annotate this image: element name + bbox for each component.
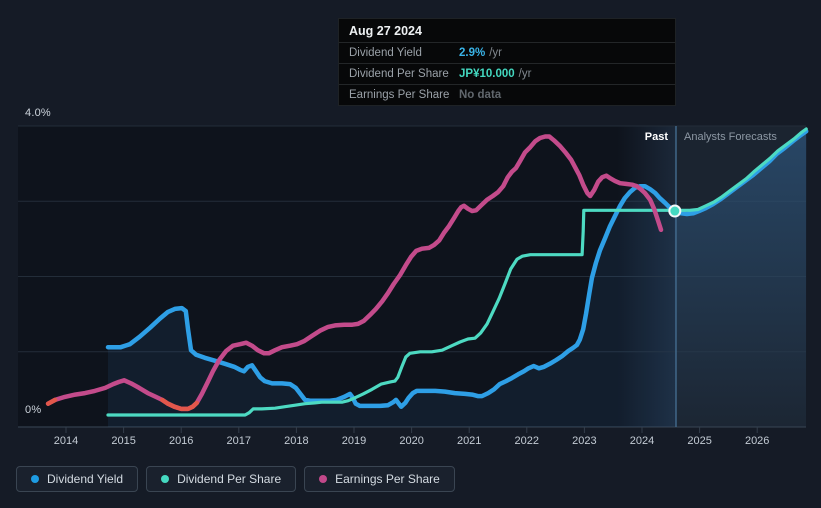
tooltip-row-dividend-per-share: Dividend Per Share JP¥10.000 /yr [339,63,675,84]
tooltip-value: JP¥10.000 [459,68,515,80]
dividend-per-share-line[interactable] [106,127,808,417]
dividend-yield-dot-icon [31,475,39,483]
tooltip-label: Earnings Per Share [349,89,450,101]
x-axis-label-2026: 2026 [744,435,770,447]
legend-toggle-dividend-yield[interactable]: Dividend Yield [16,466,139,492]
hover-marker[interactable] [668,204,682,218]
y-axis-label-zero: 0% [25,404,42,416]
x-axis-label-2018: 2018 [284,435,309,447]
legend-label: Dividend Per Share [177,472,282,486]
legend-label: Dividend Yield [47,472,124,486]
hover-tooltip: Aug 27 2024 Dividend Yield 2.9% /yr Divi… [338,18,676,106]
x-axis-label-2017: 2017 [226,435,252,447]
x-axis-label-2025: 2025 [687,435,712,447]
tooltip-suffix: /yr [518,68,532,80]
earnings-per-share-dot-icon [319,475,328,483]
legend-toggle-dividend-per-share[interactable]: Dividend Per Share [146,466,297,492]
tooltip-label: Dividend Yield [349,47,422,59]
y-axis-label-max: 4.0% [25,107,51,119]
tooltip-row-dividend-yield: Dividend Yield 2.9% /yr [339,42,675,63]
tooltip-row-earnings-per-share: Earnings Per Share No data [339,84,675,105]
tooltip-suffix: /yr [489,47,502,59]
analysts-forecasts-label: Analysts Forecasts [684,131,777,143]
x-axis-label-2014: 2014 [53,435,79,447]
x-axis-label-2016: 2016 [168,435,194,447]
x-axis-label-2020: 2020 [399,435,424,447]
tooltip-value: No data [459,89,502,101]
legend-label: Earnings Per Share [335,472,440,486]
x-axis-label-2021: 2021 [456,435,482,447]
past-label: Past [644,131,668,143]
tooltip-date: Aug 27 2024 [349,24,422,38]
x-axis-label-2023: 2023 [572,435,597,447]
x-axis-label-2024: 2024 [629,435,655,447]
tooltip-value: 2.9% [459,47,486,59]
earnings-negative-segment-1 [159,397,200,412]
x-axis-label-2019: 2019 [341,435,367,447]
x-axis-label-2022: 2022 [514,435,540,447]
dividend-per-share-dot-icon [161,475,170,483]
earnings-negative-segment-0 [45,397,58,406]
legend: Dividend Yield Dividend Per Share Earnin… [16,466,455,492]
tooltip-label: Dividend Per Share [349,68,449,80]
x-axis-label-2015: 2015 [111,435,136,447]
legend-toggle-earnings-per-share[interactable]: Earnings Per Share [304,466,455,492]
forecast-area-fill [674,131,807,428]
